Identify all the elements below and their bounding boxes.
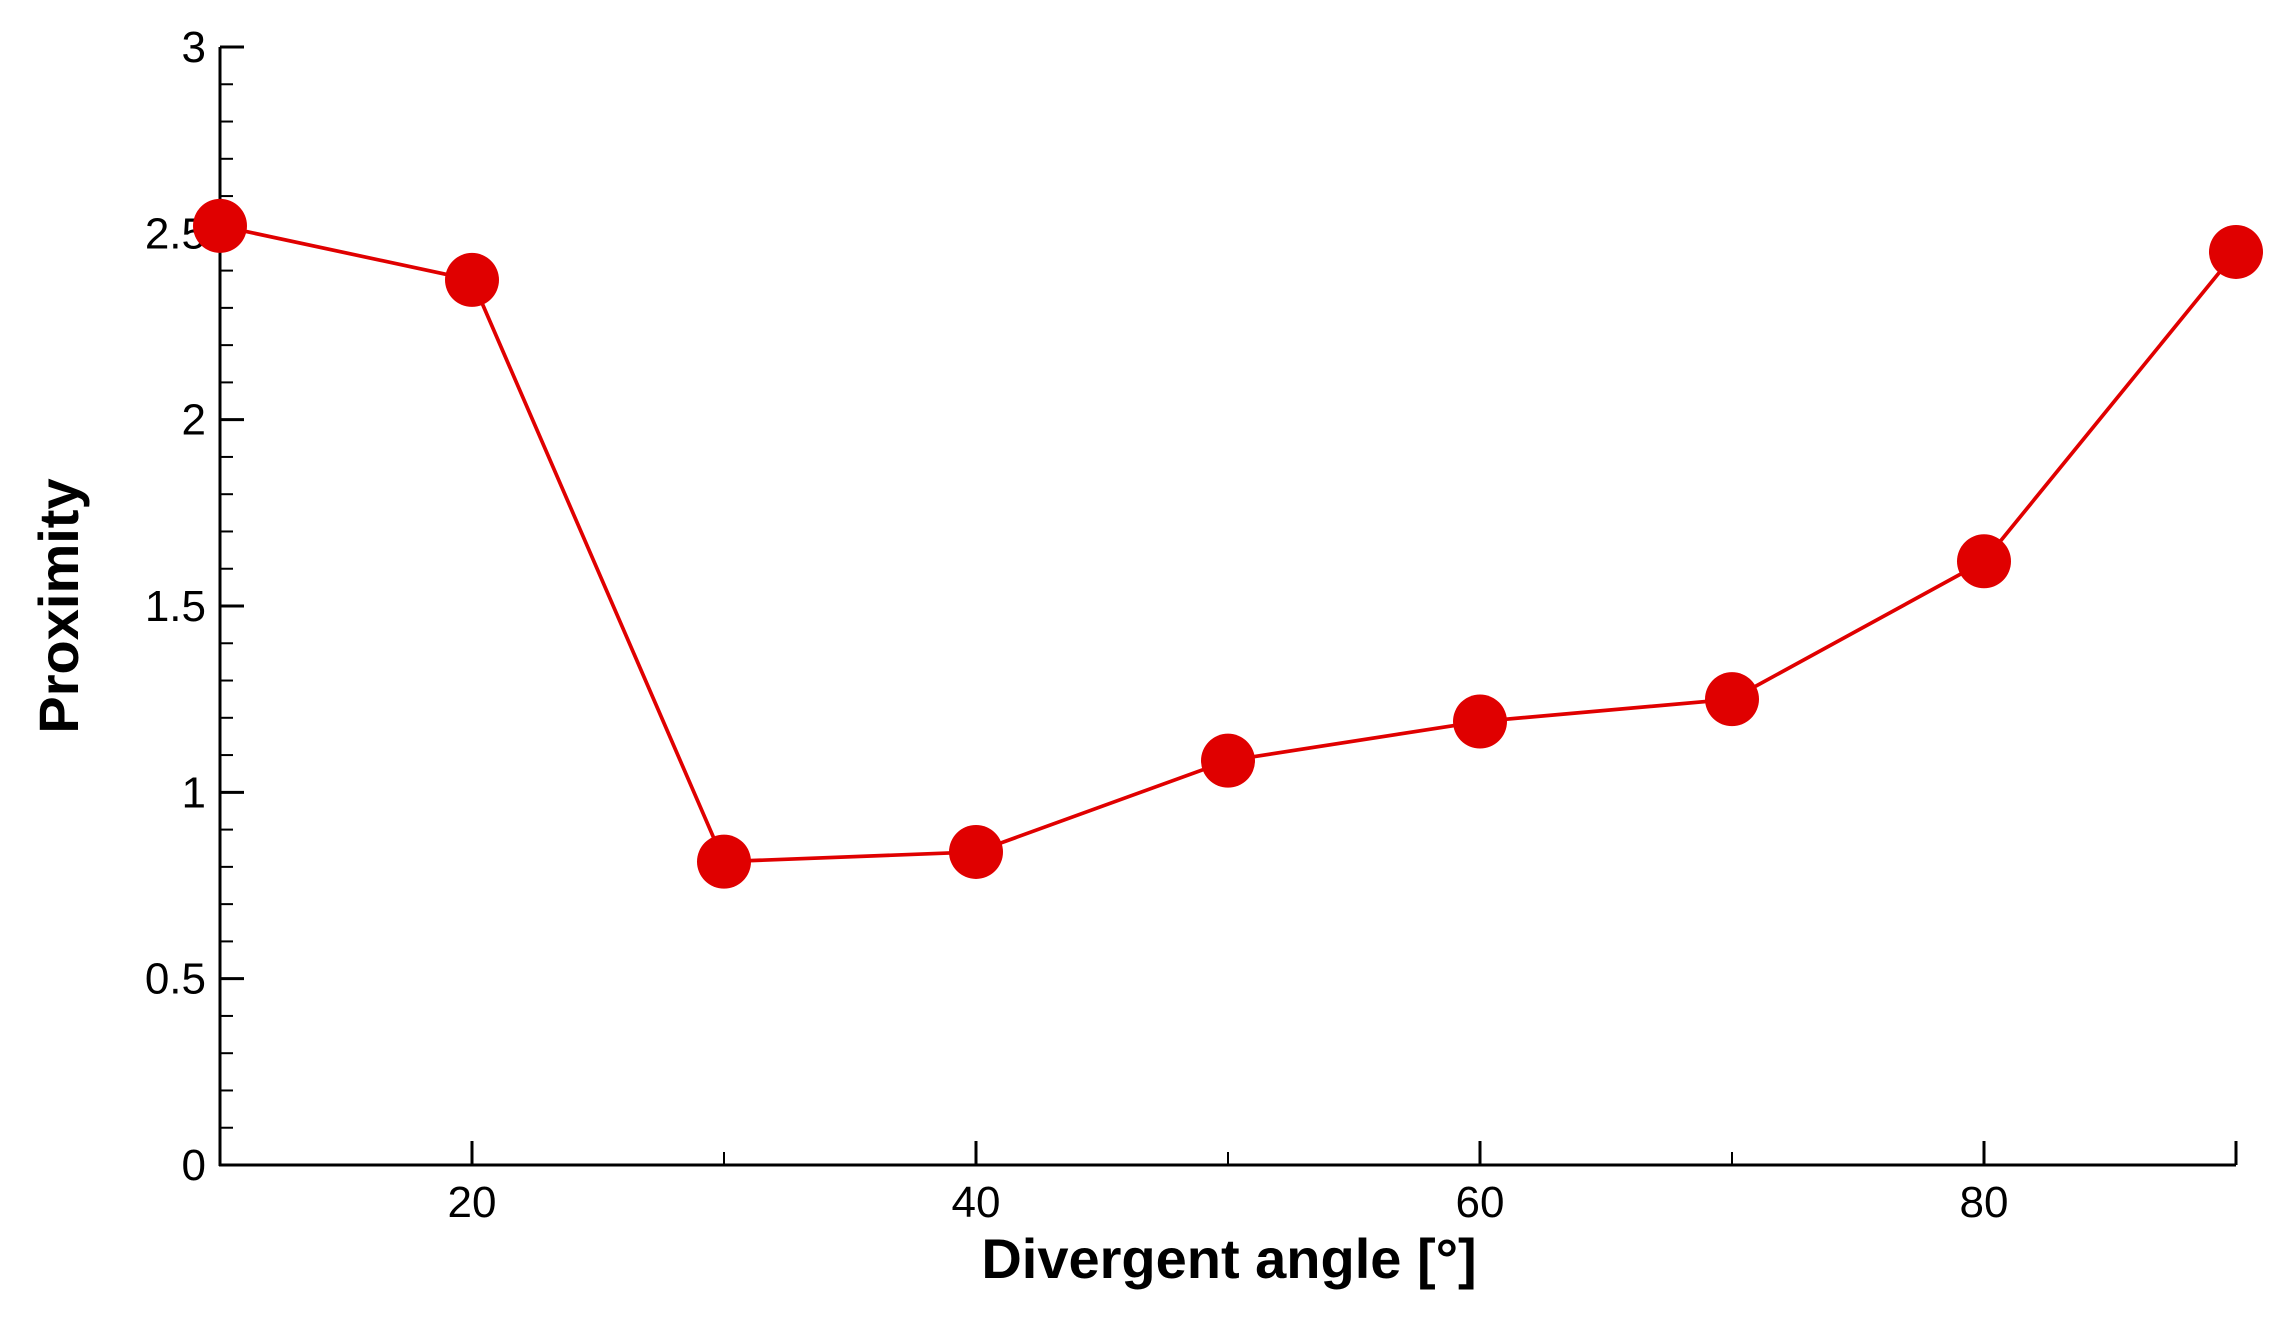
marker xyxy=(697,834,751,889)
x-tick-label: 40 xyxy=(952,1178,1001,1227)
y-tick-label: 0.5 xyxy=(145,955,206,1004)
marker xyxy=(193,198,247,253)
marker xyxy=(2209,224,2263,279)
y-axis-title: Proximity xyxy=(27,478,90,733)
y-tick-label: 1 xyxy=(182,768,206,817)
y-tick-label: 2 xyxy=(182,396,206,445)
marker xyxy=(1201,733,1255,788)
x-axis-title: Divergent angle [°] xyxy=(981,1227,1476,1290)
marker xyxy=(1453,694,1507,749)
y-tick-label: 1.5 xyxy=(145,582,206,631)
marker xyxy=(445,252,499,307)
x-tick-label: 60 xyxy=(1456,1178,1505,1227)
y-tick-label: 3 xyxy=(182,23,206,72)
x-tick-label: 80 xyxy=(1960,1178,2009,1227)
marker xyxy=(1705,672,1759,727)
marker xyxy=(949,824,1003,879)
marker xyxy=(1957,534,2011,589)
x-tick-label: 20 xyxy=(448,1178,497,1227)
y-tick-label: 0 xyxy=(182,1141,206,1190)
